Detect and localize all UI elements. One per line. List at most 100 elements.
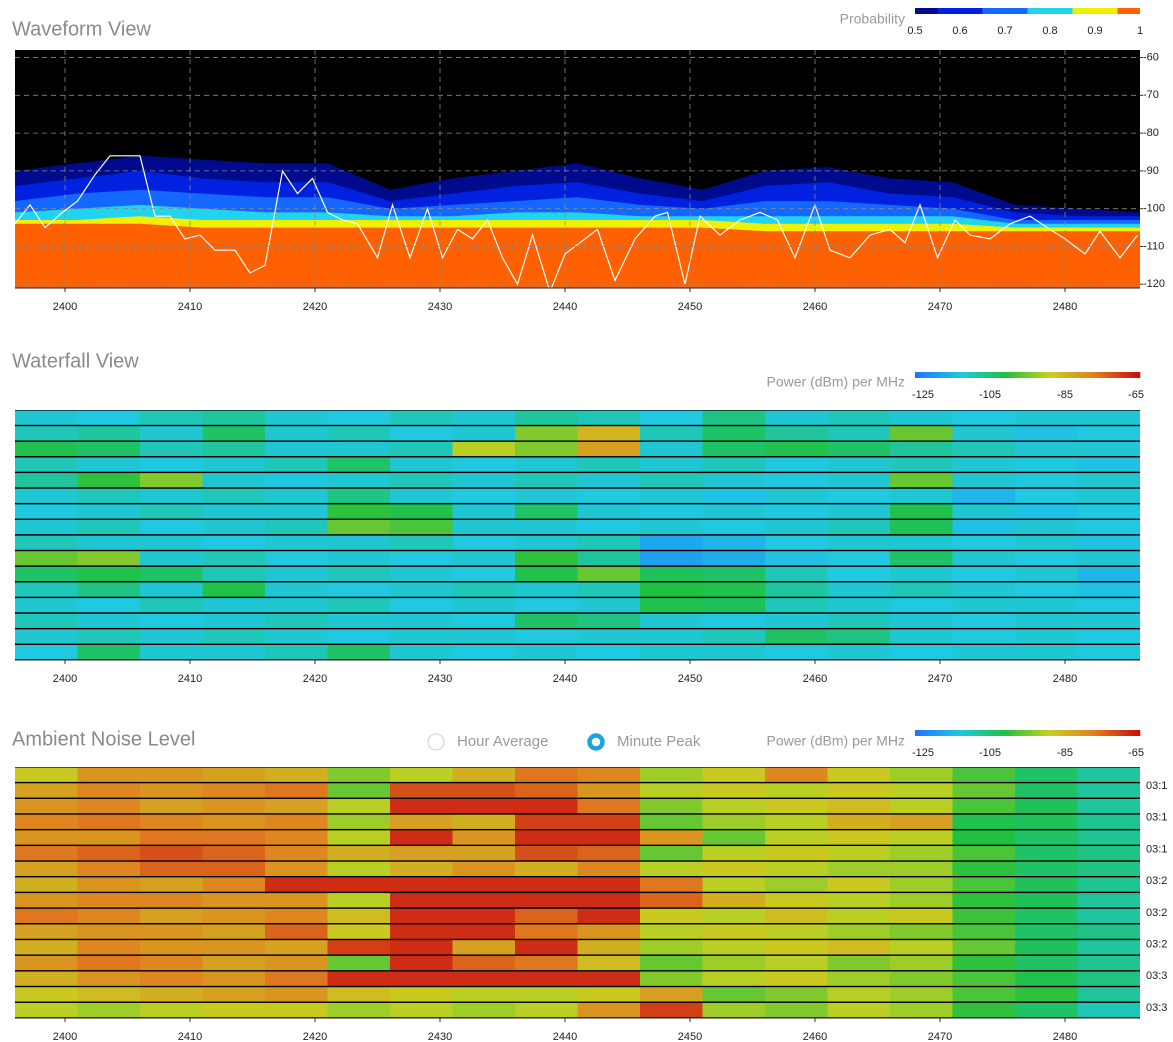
colorbar-segment: [1028, 8, 1073, 14]
heat-cell: [640, 504, 703, 518]
heat-cell: [140, 504, 203, 518]
heat-cell: [765, 987, 828, 1001]
heat-cell: [453, 783, 516, 797]
colorbar-segment: [1093, 730, 1096, 736]
radio-option[interactable]: Hour Average: [428, 733, 548, 750]
colorbar-segment: [1095, 372, 1098, 378]
radio-unselected[interactable]: [428, 734, 444, 750]
heat-cell: [703, 799, 766, 813]
radio-label[interactable]: Hour Average: [457, 733, 548, 750]
colorbar-segment: [948, 730, 951, 736]
heat-cell: [890, 799, 953, 813]
heat-cell: [15, 598, 78, 612]
heat-cell: [390, 536, 453, 550]
colorbar-segment: [1103, 372, 1106, 378]
colorbar-segment: [993, 372, 996, 378]
heat-cell: [1015, 799, 1078, 813]
heat-cell: [703, 598, 766, 612]
colorbar-segment: [950, 372, 953, 378]
heat-cell: [765, 799, 828, 813]
colorbar-segment: [1050, 372, 1053, 378]
heat-cell: [1078, 411, 1141, 425]
heat-cell: [1015, 457, 1078, 471]
heat-cell: [578, 598, 641, 612]
heat-cell: [578, 815, 641, 829]
heat-cell: [328, 411, 391, 425]
heat-cell: [765, 972, 828, 986]
heat-cell: [1015, 614, 1078, 628]
heat-cell: [203, 551, 266, 565]
legend-title: Probability: [840, 11, 905, 27]
heat-cell: [265, 956, 328, 970]
colorbar-segment: [1113, 730, 1116, 736]
heat-cell: [390, 551, 453, 565]
heat-cell: [203, 940, 266, 954]
heat-cell: [1015, 567, 1078, 581]
heat-cell: [765, 489, 828, 503]
heat-cell: [328, 799, 391, 813]
heat-cell: [515, 504, 578, 518]
heat-cell: [140, 551, 203, 565]
radio-label[interactable]: Minute Peak: [617, 733, 701, 750]
heat-cell: [578, 846, 641, 860]
heat-cell: [640, 987, 703, 1001]
heat-cell: [578, 799, 641, 813]
heat-cell: [953, 473, 1016, 487]
heat-cell: [390, 567, 453, 581]
heat-cell: [828, 846, 891, 860]
heat-cell: [15, 799, 78, 813]
heat-cell: [703, 426, 766, 440]
heat-cell: [1078, 598, 1141, 612]
heat-cell: [265, 614, 328, 628]
heat-cell: [515, 598, 578, 612]
heat-cell: [578, 567, 641, 581]
heat-cell: [15, 489, 78, 503]
heat-cell: [515, 987, 578, 1001]
heat-cell: [765, 551, 828, 565]
colorbar-segment: [1135, 730, 1138, 736]
heat-cell: [828, 909, 891, 923]
heat-cell: [265, 877, 328, 891]
colorbar-segment: [983, 372, 986, 378]
heat-cell: [15, 830, 78, 844]
time-label: 03:2: [1146, 938, 1167, 950]
x-tick-label: 2460: [803, 301, 827, 313]
heat-cell: [578, 956, 641, 970]
heat-cell: [953, 893, 1016, 907]
heat-cell: [328, 862, 391, 876]
heat-cell: [390, 940, 453, 954]
heat-cell: [1015, 893, 1078, 907]
heat-cell: [140, 909, 203, 923]
heat-cell: [390, 987, 453, 1001]
colorbar-segment: [983, 8, 1028, 14]
heat-cell: [515, 645, 578, 659]
colorbar-segment: [1058, 372, 1061, 378]
heat-cell: [890, 783, 953, 797]
heat-cell: [203, 862, 266, 876]
heat-cell: [78, 645, 141, 659]
heat-cell: [703, 846, 766, 860]
heat-cell: [453, 551, 516, 565]
heat-cell: [390, 582, 453, 596]
radio-selected[interactable]: [590, 736, 603, 749]
heat-cell: [890, 520, 953, 534]
heat-cell: [1078, 520, 1141, 534]
heat-cell: [328, 614, 391, 628]
x-tick-label: 2430: [428, 301, 452, 313]
heat-cell: [203, 520, 266, 534]
radio-option[interactable]: Minute Peak: [590, 733, 701, 750]
colorbar-segment: [990, 730, 993, 736]
colorbar-segment: [995, 730, 998, 736]
y-tick-label: -110: [1143, 240, 1164, 252]
heat-cell: [953, 830, 1016, 844]
heat-cell: [890, 551, 953, 565]
x-tick-label: 2460: [803, 673, 827, 685]
x-tick-label: 2440: [553, 1031, 577, 1042]
heat-cell: [390, 629, 453, 643]
heat-cell: [203, 924, 266, 938]
heat-cell: [765, 473, 828, 487]
heat-cell: [765, 645, 828, 659]
heat-cell: [765, 956, 828, 970]
heat-cell: [390, 457, 453, 471]
colorbar-segment: [970, 372, 973, 378]
